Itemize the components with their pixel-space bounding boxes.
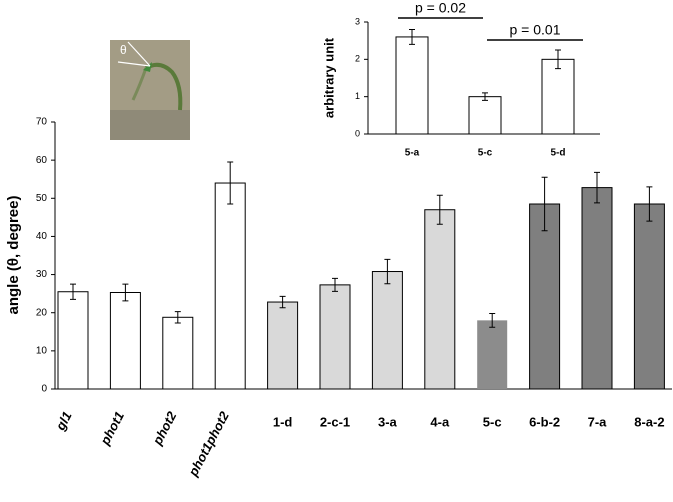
x-tick-label: 3-a (378, 414, 398, 429)
bar (633, 203, 665, 390)
x-tick-label: 6-b-2 (529, 414, 560, 429)
x-tick-label: phot1phot2 (185, 408, 232, 479)
error-bar (541, 176, 548, 232)
y-tick-label: 50 (36, 193, 48, 204)
p-value-label: p = 0.02 (415, 0, 466, 16)
y-tick-label: 30 (36, 269, 48, 280)
y-tick-label: 1 (355, 91, 360, 101)
bar (581, 187, 613, 390)
bar (319, 284, 351, 390)
angle-symbol: θ (120, 43, 127, 57)
bar (162, 316, 194, 390)
bar (424, 209, 456, 390)
y-tick-label: 40 (36, 231, 48, 242)
error-bar (70, 283, 76, 300)
y-tick-label: 3 (355, 16, 360, 26)
x-tick-label: 1-d (273, 414, 293, 429)
bar (214, 182, 246, 390)
error-bar (594, 171, 600, 204)
x-tick-label: 7-a (588, 414, 608, 429)
y-tick-label: 0 (41, 384, 47, 395)
bar (371, 271, 403, 390)
error-bar (482, 92, 488, 101)
y-axis-label: angle (θ, degree) (5, 196, 22, 315)
x-tick-label: 5-a (405, 148, 420, 159)
p-value-label: p = 0.01 (510, 22, 561, 38)
y-tick-label: 20 (36, 307, 48, 318)
bar (267, 301, 299, 390)
error-bar (332, 277, 338, 292)
error-bar (384, 258, 391, 285)
error-bar (227, 161, 234, 205)
x-tick-label: phot2 (149, 408, 180, 448)
x-tick-label: 5-c (483, 414, 502, 429)
bar (477, 320, 508, 389)
y-tick-label: 70 (36, 117, 48, 128)
bar (529, 203, 561, 390)
bar (109, 291, 141, 390)
bar (395, 36, 429, 135)
y-tick-label: 0 (355, 128, 360, 138)
x-tick-label: 8-a-2 (634, 414, 664, 429)
bar (468, 96, 502, 135)
bar (57, 291, 89, 390)
seedling-photo (110, 40, 190, 140)
error-bar (279, 295, 286, 309)
error-bar (409, 28, 415, 45)
error-bar (174, 311, 181, 324)
error-bar (489, 312, 496, 328)
y-tick-label: 2 (355, 54, 360, 64)
error-bar (436, 194, 443, 225)
bar (541, 58, 575, 135)
error-bar (555, 49, 561, 70)
x-tick-label: gl1 (52, 409, 75, 434)
error-bar (122, 283, 129, 302)
y-tick-label: 60 (36, 155, 48, 166)
y-axis-label: arbitrary unit (321, 37, 336, 118)
y-tick-label: 10 (36, 345, 48, 356)
x-tick-label: phot1 (97, 409, 127, 448)
x-tick-label: 4-a (430, 414, 450, 429)
x-tick-label: 5-d (551, 148, 566, 159)
x-tick-label: 2-c-1 (320, 414, 350, 429)
error-bar (646, 186, 653, 222)
x-tick-label: 5-c (478, 148, 493, 159)
